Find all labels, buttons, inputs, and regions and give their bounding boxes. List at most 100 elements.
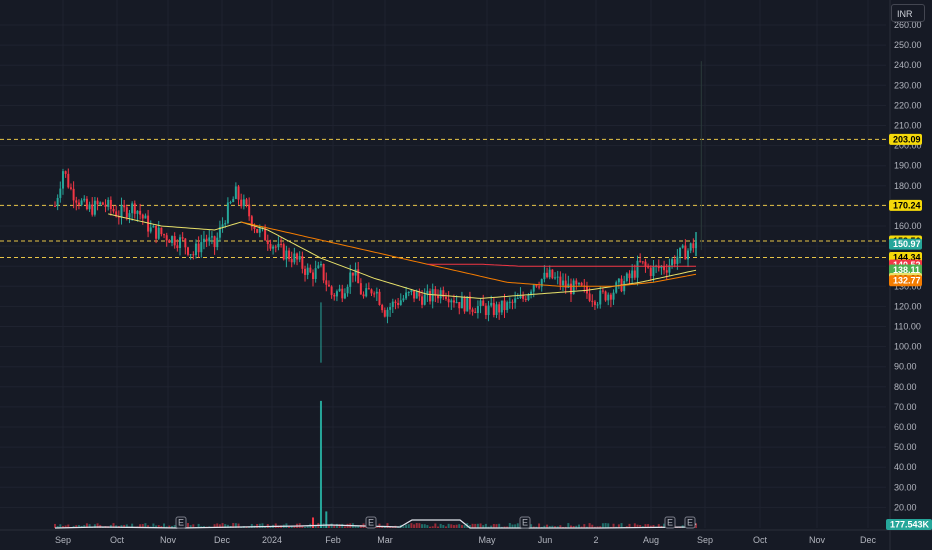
volume-bar xyxy=(617,524,620,528)
candle-body xyxy=(354,269,357,276)
candle-body xyxy=(200,242,203,253)
volume-bar xyxy=(633,523,636,528)
volume-bar xyxy=(93,524,96,528)
candle-body xyxy=(668,265,671,273)
volume-bar xyxy=(311,517,314,528)
volume-bar xyxy=(636,524,639,528)
candle-body xyxy=(96,200,99,205)
volume-bar xyxy=(405,524,408,528)
candle-body xyxy=(617,278,620,283)
x-tick-label: Feb xyxy=(325,535,341,545)
candle-body xyxy=(599,290,602,305)
candle-body xyxy=(123,205,126,208)
candle-body xyxy=(133,203,136,214)
candle-body xyxy=(181,237,184,239)
candle-body xyxy=(591,300,594,302)
candle-body xyxy=(83,198,86,201)
volume-bar xyxy=(580,526,583,528)
candle-body xyxy=(601,290,604,292)
candle-body xyxy=(479,300,482,307)
price-tags: 203.09170.24152.56150.97144.34140.52138.… xyxy=(886,133,932,530)
candle-body xyxy=(330,286,333,295)
volume-bar xyxy=(173,525,176,528)
y-tick-label: 40.00 xyxy=(894,462,917,472)
volume-bar xyxy=(189,525,192,528)
candle-body xyxy=(192,254,195,256)
volume-bar xyxy=(418,523,421,528)
volume-bar xyxy=(88,524,91,528)
candle-body xyxy=(458,302,461,309)
volume-bar xyxy=(530,524,533,528)
volume-tag xyxy=(886,519,932,530)
x-axis[interactable]: Sep Oct Nov Dec 2024 Feb Mar May Jun 2 Aug Sep Oct No… xyxy=(0,529,932,545)
y-tick-label: 200.00 xyxy=(894,141,922,151)
volume-bar xyxy=(261,523,264,528)
candle-body xyxy=(311,272,314,279)
volume-bar xyxy=(109,524,112,528)
y-tick-label: 80.00 xyxy=(894,382,917,392)
candle-body xyxy=(596,304,599,306)
candle-body xyxy=(171,236,174,243)
candle-body xyxy=(633,270,636,278)
candle-body xyxy=(325,280,328,285)
volume-bar xyxy=(139,524,142,528)
volume-bar xyxy=(511,524,514,528)
candle-body xyxy=(274,246,277,248)
volume-bar xyxy=(487,526,490,528)
candle-body xyxy=(649,267,652,277)
candle-body xyxy=(530,291,533,295)
volume-bar xyxy=(583,524,586,528)
candle-body xyxy=(391,301,394,308)
candle-body xyxy=(593,301,596,306)
y-tick-label: 260.00 xyxy=(894,20,922,30)
candle-body xyxy=(429,290,432,302)
volume-bar xyxy=(628,523,631,528)
volume-bar xyxy=(639,525,642,528)
candle-body xyxy=(365,288,368,297)
volume-bar xyxy=(54,523,56,528)
volume-bar xyxy=(330,523,333,528)
candle-body xyxy=(623,281,626,292)
volume-bar xyxy=(192,524,195,528)
candle-body xyxy=(304,268,307,275)
volume-bar xyxy=(234,523,237,528)
candle-body xyxy=(184,238,187,248)
volume-bar xyxy=(450,524,453,528)
candle-body xyxy=(319,263,322,266)
candle-body xyxy=(394,301,397,303)
candle-body xyxy=(681,245,684,248)
volume-bar xyxy=(429,526,432,528)
candle-body xyxy=(421,296,424,305)
candle-body xyxy=(487,305,490,316)
candle-body xyxy=(163,234,166,236)
candle-body xyxy=(538,286,541,288)
candle-body xyxy=(208,237,211,242)
volume-bar xyxy=(612,523,615,528)
volume-bar xyxy=(484,523,487,528)
volume-bar xyxy=(325,511,328,528)
candle-body xyxy=(197,243,200,253)
candle-body xyxy=(551,269,554,279)
volume-bar xyxy=(663,523,666,528)
candle-body xyxy=(660,266,663,269)
volume-bar xyxy=(258,523,261,528)
candle-body xyxy=(378,291,381,305)
y-tick-label: 30.00 xyxy=(894,482,917,492)
volume-bar xyxy=(421,524,424,528)
candle-body xyxy=(293,253,296,263)
volume-bar xyxy=(601,523,604,528)
candle-body xyxy=(652,266,655,277)
currency-button[interactable]: INR xyxy=(891,4,925,22)
candle-body xyxy=(554,277,557,279)
candle-body xyxy=(522,295,525,299)
candle-body xyxy=(139,210,142,215)
volume-bar xyxy=(514,524,517,528)
volume-bar xyxy=(250,523,253,528)
candle-body xyxy=(439,290,442,299)
volume-bar xyxy=(144,523,147,528)
candle-body xyxy=(516,298,519,300)
volume-bar xyxy=(657,524,660,528)
